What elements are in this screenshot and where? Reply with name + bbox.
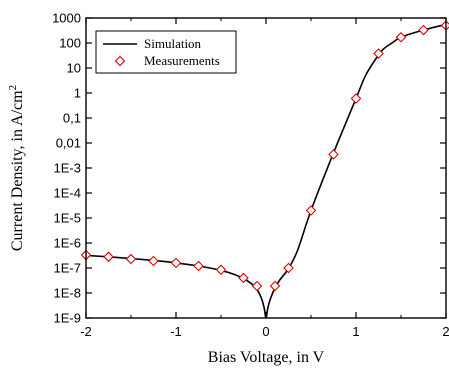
y-tick-label: 1E-9 <box>54 311 81 326</box>
y-tick-label: 1000 <box>52 11 81 26</box>
y-tick-label: 1 <box>74 86 81 101</box>
x-tick-label: 1 <box>352 324 359 339</box>
y-tick-label: 1E-6 <box>54 236 81 251</box>
x-tick-label: 2 <box>442 324 449 339</box>
measurement-point <box>305 205 317 216</box>
measurement-point <box>193 260 204 272</box>
measurement-point <box>373 48 384 59</box>
legend-box <box>95 30 237 74</box>
y-axis-title: Current Density, in A/cm2 <box>7 85 26 251</box>
measurement-point <box>328 149 339 160</box>
measurement-point <box>440 20 449 31</box>
measurement-point <box>215 264 227 276</box>
measurement-point <box>170 257 182 269</box>
measurement-point <box>283 262 294 274</box>
y-tick-label: 0,01 <box>56 136 81 151</box>
measurement-point <box>395 31 407 43</box>
legend-label-simulation: Simulation <box>144 36 202 51</box>
y-tick-label: 1E-4 <box>54 186 81 201</box>
plot-series-layer <box>80 20 449 319</box>
y-axis-title-superscript: 2 <box>7 85 19 91</box>
legend: Simulation Measurements <box>95 30 237 74</box>
x-tick-label: -2 <box>80 324 92 339</box>
legend-label-measurements: Measurements <box>144 53 220 68</box>
measurement-point <box>251 280 263 292</box>
measurement-point <box>350 93 362 104</box>
y-tick-label: 1E-5 <box>54 211 81 226</box>
y-axis-title-main: Current Density, in A/cm <box>9 90 26 251</box>
measurement-point <box>125 253 137 265</box>
y-tick-label: 0,1 <box>63 111 81 126</box>
y-tick-label: 100 <box>59 36 81 51</box>
x-tick-label: 0 <box>262 324 269 339</box>
y-tick-label: 10 <box>67 61 81 76</box>
x-axis-title: Bias Voltage, in V <box>208 349 325 366</box>
measurement-point <box>238 272 249 284</box>
y-tick-label: 1E-7 <box>54 261 81 276</box>
axis-ticks-layer: -2 -1 0 1 2 1000 100 10 1 0,1 0,01 1E-3 1E-4 1E-5 1E-6… <box>52 11 449 340</box>
y-tick-label: 1E-3 <box>54 161 81 176</box>
measurement-point <box>269 280 281 292</box>
measurement-point <box>148 255 159 267</box>
y-tick-label: 1E-8 <box>54 286 81 301</box>
measurement-point <box>103 251 114 263</box>
x-tick-label: -1 <box>170 324 182 339</box>
measurement-point <box>418 24 429 36</box>
legend-diamond-marker <box>114 55 126 67</box>
